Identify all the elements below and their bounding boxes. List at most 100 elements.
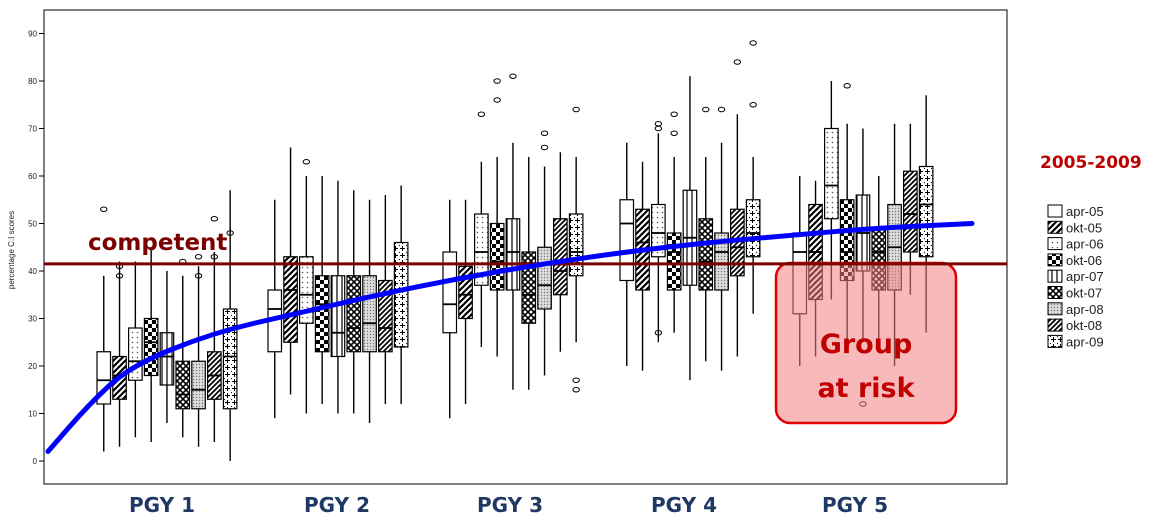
box-iqr	[362, 275, 377, 353]
box-iqr	[537, 246, 552, 310]
boxplot	[682, 76, 698, 381]
y-tick-label: 40	[28, 267, 37, 276]
outlier-point	[843, 82, 851, 89]
boxplot	[650, 133, 666, 343]
box-iqr	[521, 251, 537, 324]
outlier-point	[540, 130, 549, 137]
group-label: PGY 3	[477, 493, 543, 517]
box-iqr	[442, 251, 458, 334]
outlier-point	[493, 97, 501, 103]
box-iqr	[698, 218, 714, 291]
legend-swatch	[1047, 318, 1063, 332]
boxplot	[393, 185, 409, 404]
competent-label: competent	[88, 230, 227, 256]
outlier-point	[477, 111, 486, 118]
boxplot	[128, 261, 143, 438]
outlier-point	[733, 59, 742, 65]
box-iqr	[823, 127, 839, 220]
boxplot	[474, 161, 489, 347]
outlier-point	[654, 120, 663, 127]
outlier-point	[749, 101, 757, 108]
box-iqr	[393, 241, 409, 348]
boxplot	[207, 252, 222, 442]
boxplot	[458, 199, 473, 404]
y-tick-label: 50	[28, 220, 37, 229]
legend-swatch	[1047, 204, 1063, 218]
boxplot	[619, 142, 635, 366]
box-iqr	[619, 199, 635, 282]
legend-swatch	[1047, 302, 1063, 316]
box-iqr	[314, 275, 330, 353]
y-tick-label: 20	[28, 362, 37, 371]
outlier-point	[226, 230, 234, 236]
box-iqr	[902, 170, 918, 253]
outlier-point	[702, 106, 710, 113]
boxplot	[267, 199, 283, 419]
boxplot	[283, 147, 298, 395]
risk-label-line1: Group	[820, 329, 913, 360]
outlier-point	[540, 144, 549, 151]
box-iqr	[143, 317, 159, 377]
outlier-point	[717, 106, 726, 113]
y-tick-label: 60	[28, 172, 37, 181]
y-tick-label: 10	[28, 410, 37, 419]
box-iqr	[346, 275, 362, 353]
boxplot	[505, 142, 521, 390]
y-tick-label: 80	[28, 77, 37, 86]
legend-swatch	[1047, 286, 1063, 299]
plot-frame	[43, 9, 1008, 485]
legend-entry: okt-06	[1066, 253, 1102, 268]
boxplot	[299, 176, 314, 414]
outlier-point	[572, 386, 580, 393]
group-label: PGY 1	[129, 493, 195, 517]
boxplot	[698, 157, 714, 362]
boxplot	[175, 275, 191, 438]
boxplot	[346, 190, 362, 414]
boxplot	[191, 266, 206, 447]
boxplot	[745, 157, 761, 314]
box-iqr	[378, 279, 393, 353]
plot-border	[43, 9, 1008, 485]
box-iqr	[568, 213, 584, 277]
box-iqr	[505, 218, 521, 291]
box-iqr	[191, 360, 206, 410]
outlier-point	[670, 130, 678, 137]
y-tick-label: 0	[33, 457, 38, 466]
boxplot	[362, 199, 377, 423]
boxplot	[489, 157, 505, 357]
y-axis: 0 10 20 30 40 50 60 70 80 90	[28, 30, 44, 466]
outlier-point	[194, 272, 203, 279]
boxplot	[159, 271, 175, 423]
outlier-point	[572, 377, 580, 384]
boxplot	[714, 142, 729, 371]
legend-entry: okt-08	[1066, 318, 1102, 333]
legend-title: 2005-2009	[1040, 153, 1142, 173]
boxplot	[378, 195, 393, 404]
trend-curve	[45, 221, 975, 454]
outlier-point	[194, 253, 203, 260]
box-iqr	[175, 360, 191, 410]
legend-swatch	[1047, 269, 1063, 283]
legend-entry: apr-08	[1066, 302, 1104, 317]
boxplot	[552, 152, 568, 352]
outlier-point	[302, 158, 311, 165]
boxplot	[96, 275, 112, 452]
outlier-point	[210, 253, 219, 260]
boxplot	[330, 180, 346, 414]
boxplot	[537, 166, 552, 376]
legend-entry: apr-06	[1066, 237, 1104, 252]
outlier-point	[115, 272, 124, 279]
boxplot	[521, 157, 537, 390]
group-labels: PGY 1 PGY 2 PGY 3 PGY 4 PGY 5	[129, 493, 888, 517]
outlier-point	[654, 125, 663, 132]
legend-entry: apr-05	[1066, 204, 1104, 219]
outlier-point	[210, 215, 219, 222]
y-tick-label: 90	[28, 30, 37, 39]
box-iqr	[650, 203, 666, 258]
box-iqr	[283, 256, 298, 343]
y-tick-label: 70	[28, 125, 37, 134]
legend-swatch	[1047, 253, 1063, 267]
boxplot	[568, 157, 584, 343]
outlier-point	[100, 206, 108, 213]
